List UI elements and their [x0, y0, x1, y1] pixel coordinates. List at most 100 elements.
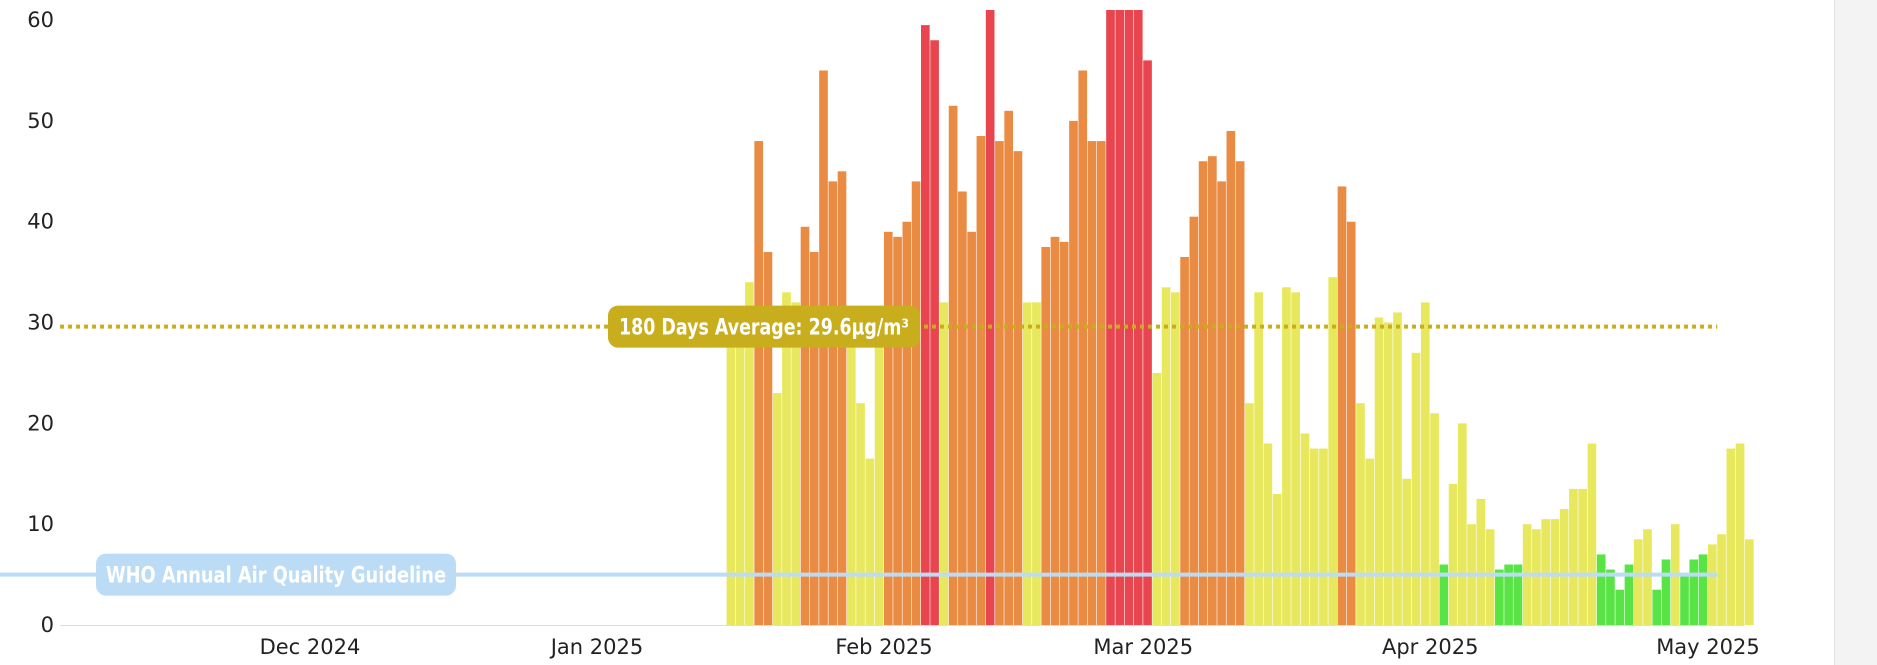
- bar: [1096, 141, 1106, 626]
- bar: [1615, 589, 1625, 625]
- bar: [1050, 236, 1060, 625]
- bar: [1022, 302, 1032, 625]
- bar: [1430, 413, 1439, 625]
- bar: [1652, 589, 1662, 625]
- x-tick-label: Dec 2024: [260, 635, 361, 659]
- bar: [1059, 241, 1069, 625]
- bar: [1680, 574, 1689, 625]
- average-line-group: 180 Days Average: 29.6µg/m³: [60, 305, 1718, 348]
- bar: [1717, 534, 1726, 625]
- average-label-pill: [608, 305, 920, 348]
- x-tick-label: Jan 2025: [549, 635, 644, 659]
- bar: [1300, 433, 1310, 625]
- bar: [1291, 292, 1301, 625]
- bar: [1133, 10, 1143, 625]
- bar: [1402, 478, 1412, 625]
- bar: [1004, 110, 1013, 625]
- bar: [1411, 352, 1421, 625]
- bar: [1726, 448, 1736, 625]
- bar: [1161, 287, 1171, 625]
- bar: [1624, 564, 1634, 625]
- bar: [1263, 443, 1273, 625]
- bar: [1235, 161, 1245, 626]
- bar: [1337, 186, 1347, 625]
- bar: [1254, 292, 1263, 625]
- y-tick-label: 60: [27, 8, 54, 32]
- bar: [1245, 403, 1254, 625]
- bar: [967, 231, 976, 625]
- x-tick-label: Apr 2025: [1382, 635, 1478, 659]
- bar: [930, 40, 939, 625]
- bar: [1735, 443, 1745, 625]
- bar: [772, 393, 782, 625]
- bar: [1661, 559, 1671, 625]
- bar: [1032, 302, 1041, 625]
- x-tick-label: May 2025: [1656, 635, 1760, 659]
- bar: [1559, 509, 1569, 625]
- bar: [1633, 539, 1643, 625]
- bar: [1356, 403, 1365, 625]
- bar: [883, 231, 893, 625]
- bar: [1189, 216, 1199, 625]
- bar: [1115, 10, 1125, 625]
- y-axis: 0 10 20 30 40 50 60: [27, 8, 54, 637]
- bar: [1170, 292, 1180, 625]
- guideline-line-group: WHO Annual Air Quality Guideline: [0, 553, 1718, 596]
- bar: [995, 141, 1004, 626]
- bar: [874, 322, 884, 625]
- bar: [819, 70, 828, 625]
- bar: [791, 302, 801, 625]
- bar: [1346, 221, 1356, 625]
- bar: [754, 141, 764, 626]
- bar: [1550, 519, 1560, 625]
- bar: [1106, 10, 1115, 625]
- bar: [1689, 559, 1699, 625]
- bar: [1328, 277, 1338, 625]
- y-tick-label: 20: [27, 411, 54, 435]
- bar: [1745, 539, 1754, 625]
- y-tick-label: 50: [27, 109, 54, 133]
- bar: [893, 236, 902, 625]
- bar: [958, 191, 967, 625]
- y-tick-label: 10: [27, 512, 54, 536]
- bar: [735, 322, 745, 625]
- average-label: 180 Days Average: 29.6µg/m³: [619, 316, 909, 341]
- bar: [902, 221, 912, 625]
- bar: [809, 251, 819, 625]
- bar: [1569, 488, 1578, 625]
- bar: [837, 171, 847, 626]
- bar: [1198, 161, 1208, 626]
- guideline-label-pill: [96, 553, 456, 596]
- bar: [1643, 529, 1652, 625]
- y-tick-label: 40: [27, 210, 54, 234]
- bar: [1208, 156, 1217, 625]
- bar: [846, 342, 856, 625]
- bar: [1309, 448, 1319, 625]
- bar: [1513, 564, 1523, 625]
- bar: [911, 181, 921, 626]
- bar: [1087, 141, 1097, 626]
- bar: [948, 105, 958, 625]
- bar: [865, 458, 875, 625]
- bar: [1541, 519, 1550, 625]
- bar: [1439, 564, 1449, 625]
- bar: [1013, 151, 1023, 626]
- scrollbar-track[interactable]: [1834, 0, 1877, 665]
- bar: [1078, 70, 1088, 625]
- bar: [1707, 544, 1717, 625]
- bar: [1374, 317, 1384, 625]
- bar: [1448, 483, 1458, 625]
- bar: [800, 226, 810, 625]
- bar: [1282, 287, 1291, 625]
- bar: [1143, 60, 1152, 625]
- bar: [782, 292, 791, 625]
- y-tick-label: 30: [27, 311, 54, 335]
- bar: [1152, 372, 1162, 625]
- bar: [1393, 312, 1402, 625]
- x-tick-label: Feb 2025: [835, 635, 932, 659]
- bar: [1495, 569, 1504, 625]
- bar: [1457, 423, 1467, 625]
- bar: [1485, 529, 1495, 625]
- bar: [985, 10, 995, 625]
